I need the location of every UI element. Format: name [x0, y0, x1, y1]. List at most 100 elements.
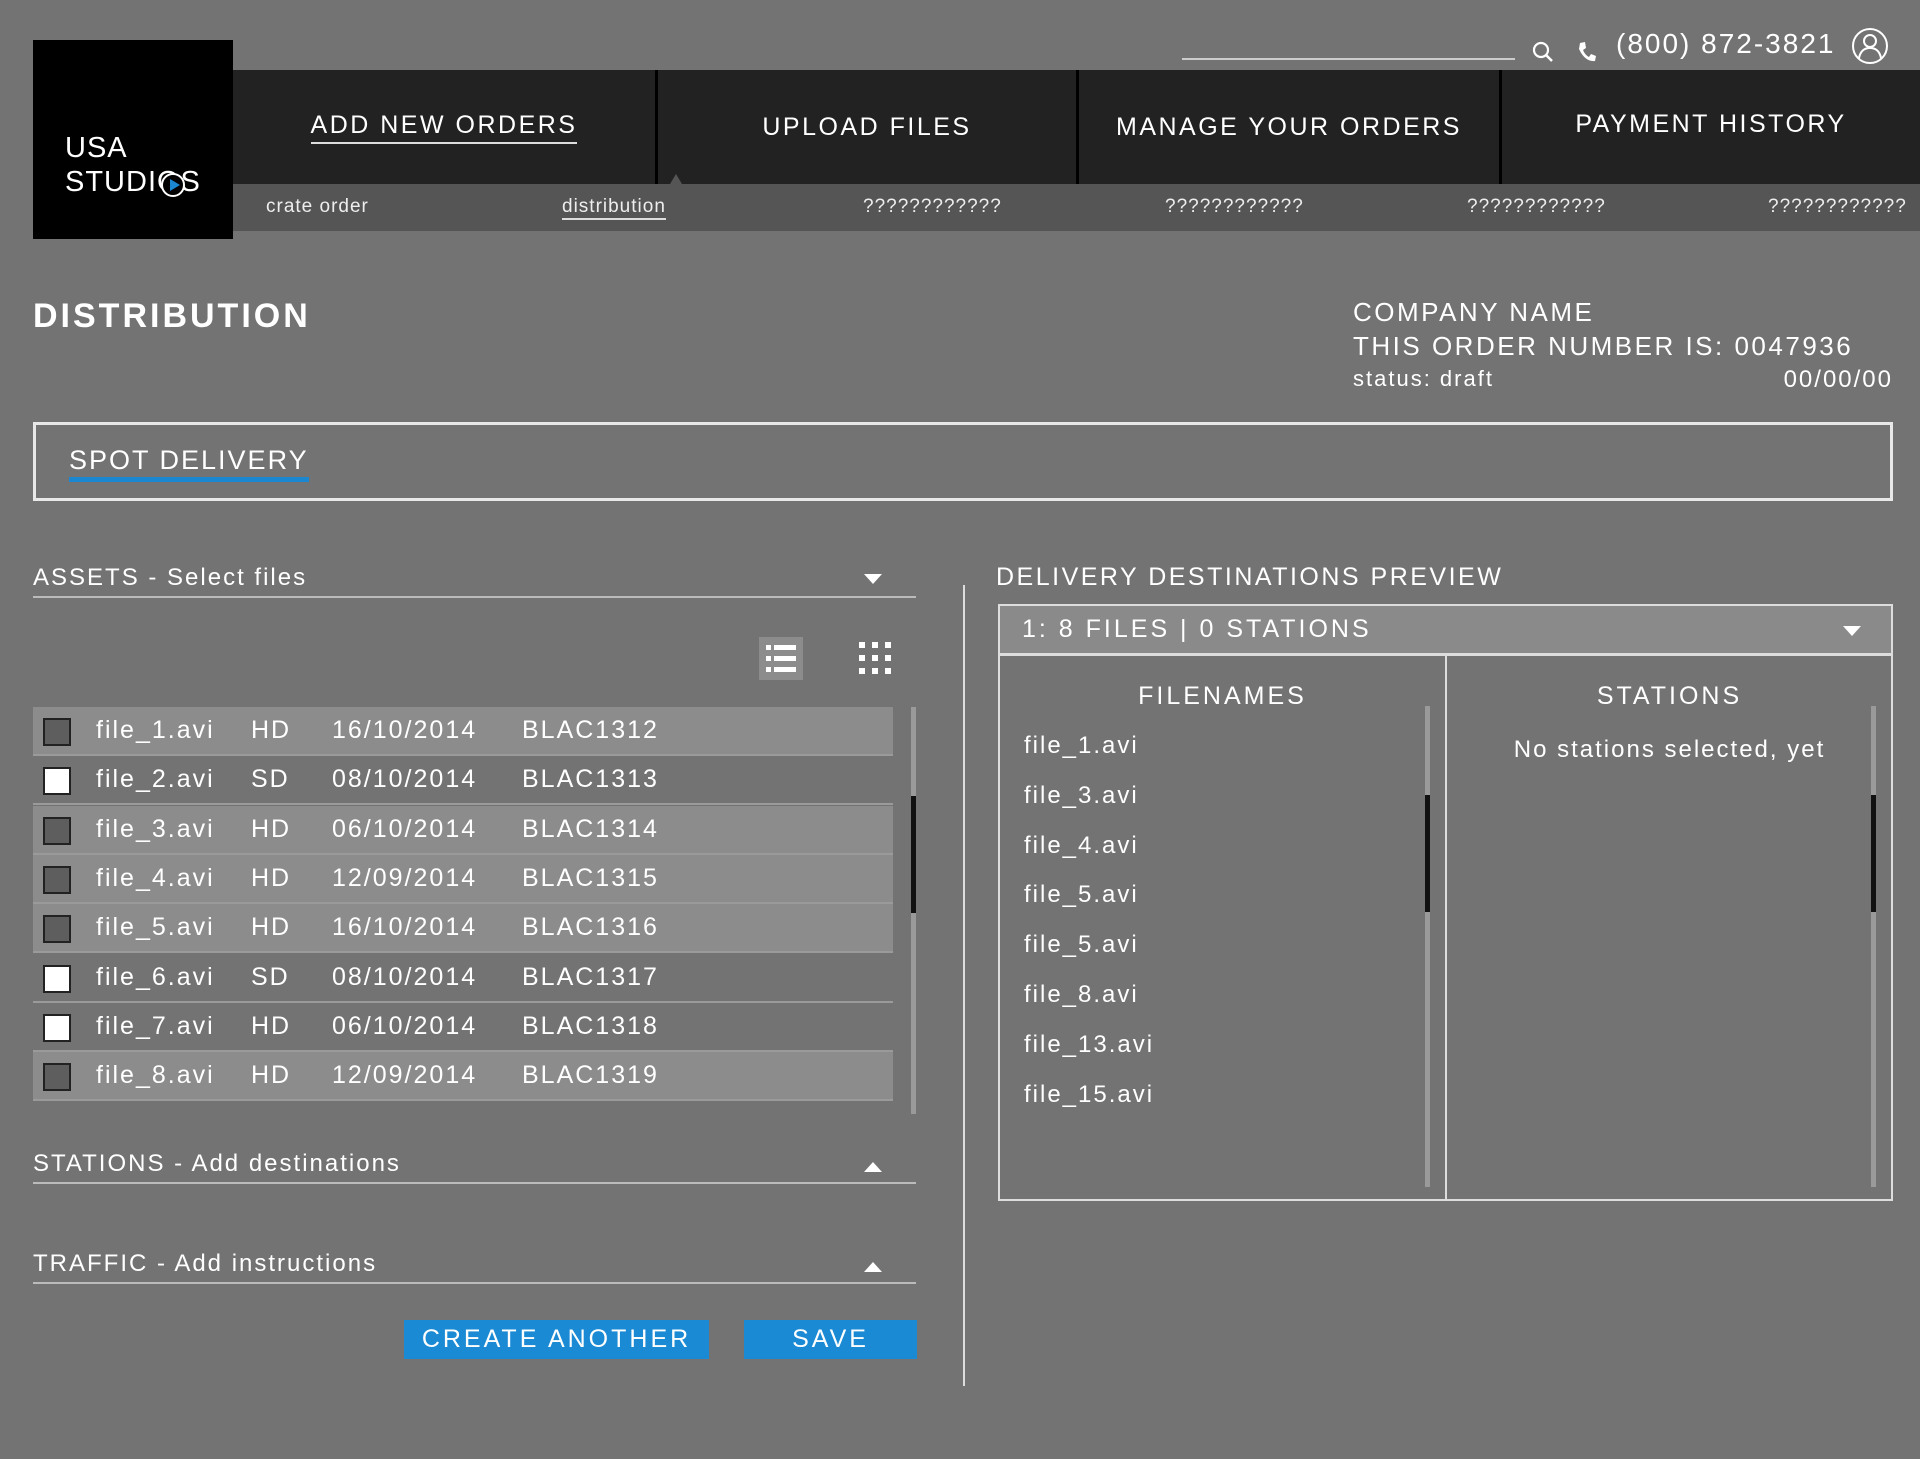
file-name: file_8.avi: [96, 1061, 215, 1090]
scrollbar-thumb[interactable]: [1425, 795, 1430, 912]
subnav-item[interactable]: ????????????: [1768, 196, 1907, 217]
assets-scrollbar[interactable]: [911, 707, 916, 1114]
file-code: BLAC1319: [522, 1061, 659, 1090]
scrollbar-thumb[interactable]: [911, 796, 916, 913]
chevron-up-icon[interactable]: [864, 1162, 882, 1172]
preview-file-item: file_15.avi: [1024, 1080, 1155, 1108]
row-checkbox[interactable]: [43, 1013, 71, 1042]
row-checkbox[interactable]: [43, 816, 71, 845]
filenames-scrollbar[interactable]: [1425, 706, 1430, 1187]
chevron-up-icon[interactable]: [864, 1262, 882, 1272]
file-date: 12/09/2014: [332, 863, 478, 892]
user-icon[interactable]: [1851, 27, 1889, 65]
file-code: BLAC1315: [522, 863, 659, 892]
file-code: BLAC1317: [522, 962, 659, 991]
file-code: BLAC1318: [522, 1011, 659, 1040]
logo[interactable]: USA STUDIOS: [33, 40, 233, 239]
assets-section-header[interactable]: ASSETS - Select files: [33, 564, 916, 598]
file-date: 16/10/2014: [332, 716, 478, 744]
row-checkbox[interactable]: [43, 1063, 71, 1092]
preview-file-item: file_1.avi: [1024, 732, 1139, 759]
table-row[interactable]: file_8.avi HD 12/09/2014 BLAC1319: [33, 1052, 893, 1102]
phone-icon: [1579, 42, 1596, 62]
file-name: file_6.avi: [96, 962, 215, 991]
table-row[interactable]: file_4.avi HD 12/09/2014 BLAC1315: [33, 854, 893, 904]
company-name: COMPANY NAME: [1353, 297, 1595, 327]
save-button[interactable]: SAVE: [744, 1320, 917, 1359]
spot-delivery-tabbar: SPOT DELIVERY: [33, 422, 1893, 501]
subnav-distribution[interactable]: distribution: [562, 196, 666, 220]
panel-divider: [1445, 656, 1447, 1199]
chevron-down-icon[interactable]: [864, 574, 882, 584]
file-date: 16/10/2014: [332, 913, 478, 942]
file-quality: HD: [251, 863, 292, 892]
list-view-icon[interactable]: [759, 637, 803, 680]
table-row[interactable]: file_3.avi HD 06/10/2014 BLAC1314: [33, 805, 893, 855]
file-date: 08/10/2014: [332, 765, 478, 794]
file-quality: HD: [251, 1061, 292, 1090]
row-checkbox[interactable]: [43, 964, 71, 993]
table-row[interactable]: file_2.avi SD 08/10/2014 BLAC1313: [33, 756, 893, 806]
file-name: file_5.avi: [96, 913, 215, 942]
order-date: 00/00/00: [1783, 366, 1893, 393]
tab-upload-files[interactable]: UPLOAD FILES: [762, 112, 972, 141]
filenames-header: FILENAMES: [1138, 682, 1307, 710]
file-date: 08/10/2014: [332, 962, 478, 991]
file-name: file_3.avi: [96, 814, 215, 843]
stations-empty-message: No stations selected, yet: [1513, 736, 1826, 763]
create-another-button[interactable]: CREATE ANOTHER: [404, 1320, 709, 1359]
column-divider: [963, 585, 965, 1386]
page-title: DISTRIBUTION: [33, 297, 311, 335]
chevron-down-icon[interactable]: [1843, 626, 1861, 636]
grid-view-icon[interactable]: [857, 640, 895, 678]
stations-scrollbar[interactable]: [1871, 706, 1876, 1187]
tab-payment-history[interactable]: PAYMENT HISTORY: [1575, 109, 1847, 138]
file-quality: HD: [251, 716, 292, 744]
file-quality: SD: [251, 765, 290, 794]
search-input[interactable]: [1182, 58, 1515, 60]
file-date: 06/10/2014: [332, 1011, 478, 1040]
table-row[interactable]: file_6.avi SD 08/10/2014 BLAC1317: [33, 954, 893, 1003]
file-code: BLAC1312: [522, 716, 659, 744]
preview-panel: FILENAMES STATIONS No stations selected,…: [998, 654, 1893, 1201]
file-name: file_2.avi: [96, 765, 215, 794]
preview-file-item: file_4.avi: [1024, 831, 1139, 859]
traffic-section-header[interactable]: TRAFFIC - Add instructions: [33, 1250, 916, 1284]
tab-manage-orders[interactable]: MANAGE YOUR ORDERS: [1116, 112, 1462, 141]
subnav-crate-order[interactable]: crate order: [266, 196, 369, 217]
tab-spot-delivery[interactable]: SPOT DELIVERY: [69, 445, 309, 482]
scrollbar-thumb[interactable]: [1871, 795, 1876, 912]
search-icon[interactable]: [1531, 40, 1555, 64]
tab-divider: [655, 70, 658, 184]
table-row[interactable]: file_5.avi HD 16/10/2014 BLAC1316: [33, 904, 893, 954]
row-checkbox[interactable]: [43, 915, 71, 944]
file-name: file_4.avi: [96, 863, 215, 892]
destinations-dropdown[interactable]: 1: 8 FILES | 0 STATIONS: [998, 604, 1893, 655]
file-name: file_7.avi: [96, 1011, 215, 1040]
preview-file-item: file_13.avi: [1024, 1030, 1155, 1058]
order-number: THIS ORDER NUMBER IS: 0047936: [1353, 331, 1854, 361]
tab-add-new-orders[interactable]: ADD NEW ORDERS: [233, 70, 655, 184]
subnav-item[interactable]: ????????????: [1165, 196, 1304, 217]
order-status: status: draft: [1353, 366, 1494, 391]
sub-nav: crate order distribution ???????????? ??…: [233, 174, 1920, 231]
tab-divider: [1076, 70, 1079, 184]
file-code: BLAC1316: [522, 913, 659, 942]
file-quality: HD: [251, 1011, 292, 1040]
preview-file-item: file_8.avi: [1024, 981, 1139, 1008]
stations-section-header[interactable]: STATIONS - Add destinations: [33, 1150, 916, 1184]
logo-line1: USA: [65, 132, 128, 164]
preview-file-item: file_3.avi: [1024, 781, 1139, 809]
table-row[interactable]: file_7.avi HD 06/10/2014 BLAC1318: [33, 1003, 893, 1052]
subnav-item[interactable]: ????????????: [863, 196, 1002, 217]
stations-header: STATIONS: [1596, 682, 1743, 710]
file-quality: HD: [251, 814, 292, 843]
table-row[interactable]: file_1.avi HD 16/10/2014 BLAC1312: [33, 707, 893, 756]
file-quality: SD: [251, 962, 290, 991]
file-quality: HD: [251, 913, 292, 942]
row-checkbox[interactable]: [43, 767, 71, 796]
row-checkbox[interactable]: [43, 865, 71, 894]
active-caret: [670, 174, 682, 184]
subnav-item[interactable]: ????????????: [1467, 196, 1606, 217]
row-checkbox[interactable]: [43, 718, 71, 746]
